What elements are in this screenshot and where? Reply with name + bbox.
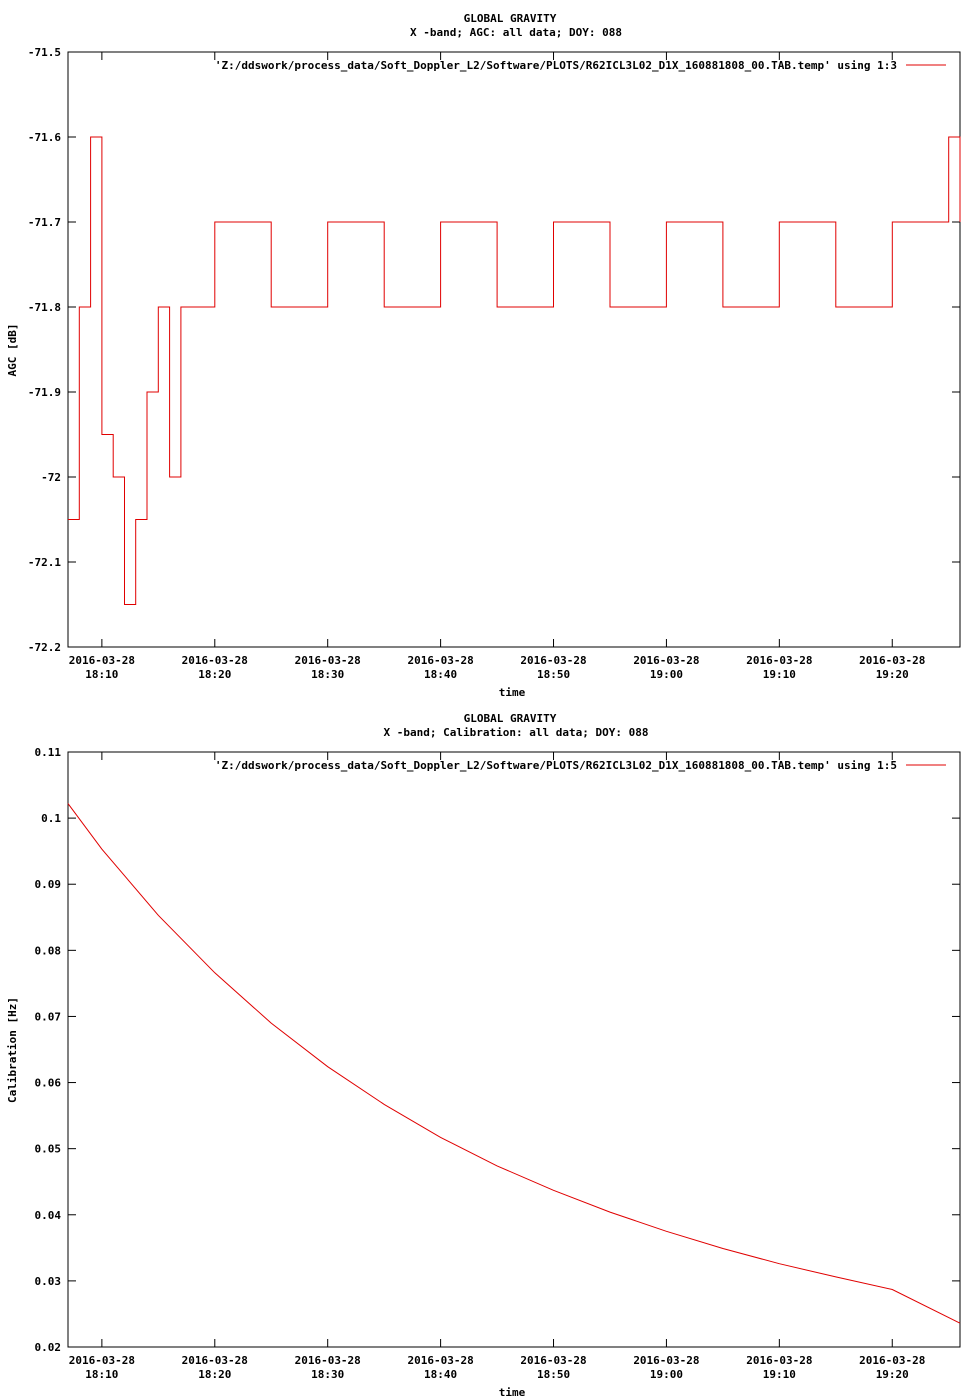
agc-x-tick-label-time: 19:00 <box>650 668 683 681</box>
agc-series <box>68 136 961 605</box>
calibration-plot-frame <box>67 751 961 1348</box>
calibration-x-tick-label-time: 19:10 <box>763 1368 796 1381</box>
calibration-y-tick-label: 0.05 <box>35 1143 62 1156</box>
agc-x-tick-label-time: 19:20 <box>876 668 909 681</box>
agc-x-tick-label-date: 2016-03-28 <box>520 654 586 667</box>
calibration-series-line <box>67 803 961 1324</box>
agc-y-tick-label: -71.7 <box>28 216 61 229</box>
calibration-chart: GLOBAL GRAVITY X -band; Calibration: all… <box>6 712 961 1399</box>
calibration-x-tick-label-time: 18:30 <box>311 1368 344 1381</box>
agc-legend-label: 'Z:/ddswork/process_data/Soft_Doppler_L2… <box>215 59 897 72</box>
calibration-x-tick-label-date: 2016-03-28 <box>633 1354 699 1367</box>
agc-chart: GLOBAL GRAVITY X -band; AGC: all data; D… <box>6 12 961 699</box>
agc-x-tick-label-date: 2016-03-28 <box>69 654 135 667</box>
calibration-y-axis: 0.11 0.1 0.09 0.08 0.07 0.06 0.05 0.04 0.03 0.02 <box>35 746 960 1354</box>
agc-series-line <box>68 136 961 605</box>
calibration-x-tick-label-date: 2016-03-28 <box>520 1354 586 1367</box>
calibration-x-tick-label-time: 19:20 <box>876 1368 909 1381</box>
calibration-chart-subtitle: X -band; Calibration: all data; DOY: 088 <box>384 726 649 739</box>
agc-y-axis-label: AGC [dB] <box>6 324 19 377</box>
calibration-y-axis-label: Calibration [Hz] <box>6 997 19 1103</box>
agc-legend: 'Z:/ddswork/process_data/Soft_Doppler_L2… <box>215 59 946 72</box>
calibration-y-tick-label: 0.1 <box>41 812 61 825</box>
agc-x-tick-label-date: 2016-03-28 <box>407 654 473 667</box>
agc-y-tick-label: -71.5 <box>28 46 61 59</box>
agc-y-tick-label: -72.1 <box>28 556 61 569</box>
calibration-y-tick-label: 0.06 <box>35 1077 62 1090</box>
agc-y-tick-label: -71.6 <box>28 131 61 144</box>
calibration-x-tick-label-date: 2016-03-28 <box>295 1354 361 1367</box>
agc-y-tick-label: -72.2 <box>28 641 61 654</box>
calibration-y-tick-label: 0.11 <box>35 746 62 759</box>
agc-y-tick-label: -71.8 <box>28 301 61 314</box>
agc-x-tick-label-date: 2016-03-28 <box>746 654 812 667</box>
calibration-y-tick-label: 0.09 <box>35 878 62 891</box>
calibration-y-tick-label: 0.08 <box>35 944 62 957</box>
calibration-series <box>67 803 961 1324</box>
calibration-x-tick-label-time: 18:10 <box>85 1368 118 1381</box>
calibration-x-tick-label-time: 18:50 <box>537 1368 570 1381</box>
calibration-x-tick-label-date: 2016-03-28 <box>746 1354 812 1367</box>
calibration-x-tick-label-date: 2016-03-28 <box>407 1354 473 1367</box>
agc-x-tick-label-time: 18:50 <box>537 668 570 681</box>
agc-chart-subtitle: X -band; AGC: all data; DOY: 088 <box>410 26 622 39</box>
agc-y-tick-label: -71.9 <box>28 386 61 399</box>
agc-chart-title: GLOBAL GRAVITY <box>464 12 557 25</box>
agc-x-tick-label-time: 18:20 <box>198 668 231 681</box>
calibration-x-tick-label-date: 2016-03-28 <box>859 1354 925 1367</box>
calibration-y-tick-label: 0.02 <box>35 1341 62 1354</box>
agc-x-tick-label-date: 2016-03-28 <box>295 654 361 667</box>
calibration-y-tick-label: 0.03 <box>35 1275 62 1288</box>
calibration-y-tick-label: 0.07 <box>35 1010 62 1023</box>
agc-x-tick-label-time: 18:30 <box>311 668 344 681</box>
calibration-y-tick-label: 0.04 <box>35 1209 62 1222</box>
calibration-x-tick-label-time: 19:00 <box>650 1368 683 1381</box>
agc-x-axis: 2016-03-2818:102016-03-2818:202016-03-28… <box>69 52 925 681</box>
agc-x-tick-label-time: 18:10 <box>85 668 118 681</box>
calibration-x-tick-label-time: 18:20 <box>198 1368 231 1381</box>
calibration-x-tick-label-date: 2016-03-28 <box>69 1354 135 1367</box>
agc-x-tick-label-date: 2016-03-28 <box>633 654 699 667</box>
agc-y-tick-label: -72 <box>41 471 61 484</box>
agc-x-tick-label-time: 19:10 <box>763 668 796 681</box>
agc-x-tick-label-date: 2016-03-28 <box>859 654 925 667</box>
calibration-x-axis-label: time <box>499 1386 526 1399</box>
agc-plot-frame <box>67 51 961 648</box>
agc-x-tick-label-date: 2016-03-28 <box>182 654 248 667</box>
calibration-x-tick-label-date: 2016-03-28 <box>182 1354 248 1367</box>
calibration-x-axis: 2016-03-2818:102016-03-2818:202016-03-28… <box>69 752 925 1381</box>
agc-x-tick-label-time: 18:40 <box>424 668 457 681</box>
calibration-legend-label: 'Z:/ddswork/process_data/Soft_Doppler_L2… <box>215 759 897 772</box>
agc-x-axis-label: time <box>499 686 526 699</box>
agc-y-axis: -71.5 -71.6 -71.7 -71.8 -71.9 -72 -72.1 -72.2 <box>28 46 960 654</box>
calibration-x-tick-label-time: 18:40 <box>424 1368 457 1381</box>
calibration-legend: 'Z:/ddswork/process_data/Soft_Doppler_L2… <box>215 759 946 772</box>
calibration-chart-title: GLOBAL GRAVITY <box>464 712 557 725</box>
